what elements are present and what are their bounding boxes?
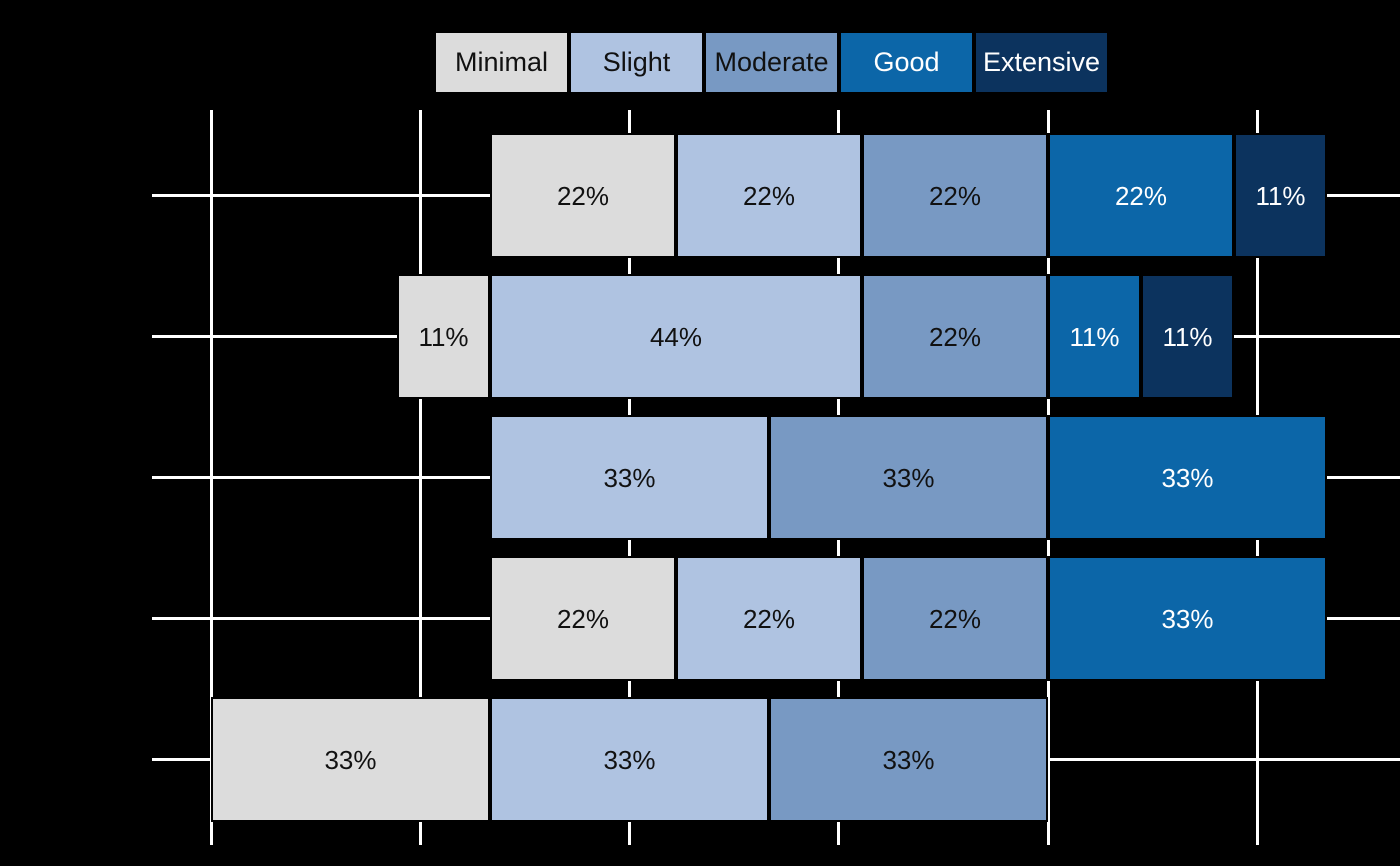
legend-item-slight: Slight [569, 31, 704, 94]
bar-segment-minimal: 22% [490, 133, 676, 258]
segment-value-label: 33% [882, 462, 935, 493]
bar-segment-moderate: 22% [862, 274, 1048, 399]
bar-segment-slight: 22% [676, 556, 862, 681]
bar-segment-good: 33% [1048, 556, 1327, 681]
segment-value-label: 33% [1161, 462, 1214, 493]
bar-segment-extensive: 11% [1234, 133, 1327, 258]
legend-item-label: Extensive [982, 47, 1101, 77]
legend-item-minimal: Minimal [434, 31, 569, 94]
segment-value-label: 44% [649, 321, 703, 352]
legend-item-label: Good [873, 47, 940, 77]
bar-segment-good: 22% [1048, 133, 1234, 258]
bar-segment-moderate: 22% [862, 556, 1048, 681]
bar-segment-moderate: 22% [862, 133, 1048, 258]
legend-item-label: Moderate [714, 47, 829, 77]
bar-segment-good: 11% [1048, 274, 1141, 399]
bar-segment-slight: 33% [490, 697, 769, 822]
segment-value-label: 33% [1161, 603, 1214, 634]
segment-value-label: 22% [928, 180, 982, 211]
segment-value-label: 33% [324, 744, 377, 775]
legend-item-moderate: Moderate [704, 31, 839, 94]
bar-segment-slight: 22% [676, 133, 862, 258]
segment-value-label: 11% [1162, 321, 1213, 352]
segment-value-label: 11% [418, 321, 469, 352]
segment-value-label: 22% [1114, 180, 1168, 211]
segment-value-label: 11% [1255, 180, 1306, 211]
segment-value-label: 11% [1069, 321, 1120, 352]
legend-item-extensive: Extensive [974, 31, 1109, 94]
segment-value-label: 22% [742, 603, 796, 634]
legend-item-label: Minimal [454, 47, 548, 77]
segment-value-label: 22% [742, 180, 796, 211]
segment-value-label: 22% [928, 603, 982, 634]
legend: Minimal Slight Moderate Good Extensive [434, 31, 1109, 94]
bar-segment-moderate: 33% [769, 697, 1048, 822]
bar-segment-extensive: 11% [1141, 274, 1234, 399]
bar-segment-minimal: 22% [490, 556, 676, 681]
segment-value-label: 22% [556, 180, 610, 211]
segment-value-label: 22% [556, 603, 610, 634]
bar-segment-moderate: 33% [769, 415, 1048, 540]
bar-segment-slight: 44% [490, 274, 862, 399]
bar-segment-minimal: 33% [211, 697, 490, 822]
segment-value-label: 33% [603, 462, 656, 493]
bar-segment-minimal: 11% [397, 274, 490, 399]
bar-segment-slight: 33% [490, 415, 769, 540]
legend-item-label: Slight [602, 47, 671, 77]
segment-value-label: 33% [882, 744, 935, 775]
bar-segment-good: 33% [1048, 415, 1327, 540]
segment-value-label: 33% [603, 744, 656, 775]
segment-value-label: 22% [928, 321, 982, 352]
legend-item-good: Good [839, 31, 974, 94]
